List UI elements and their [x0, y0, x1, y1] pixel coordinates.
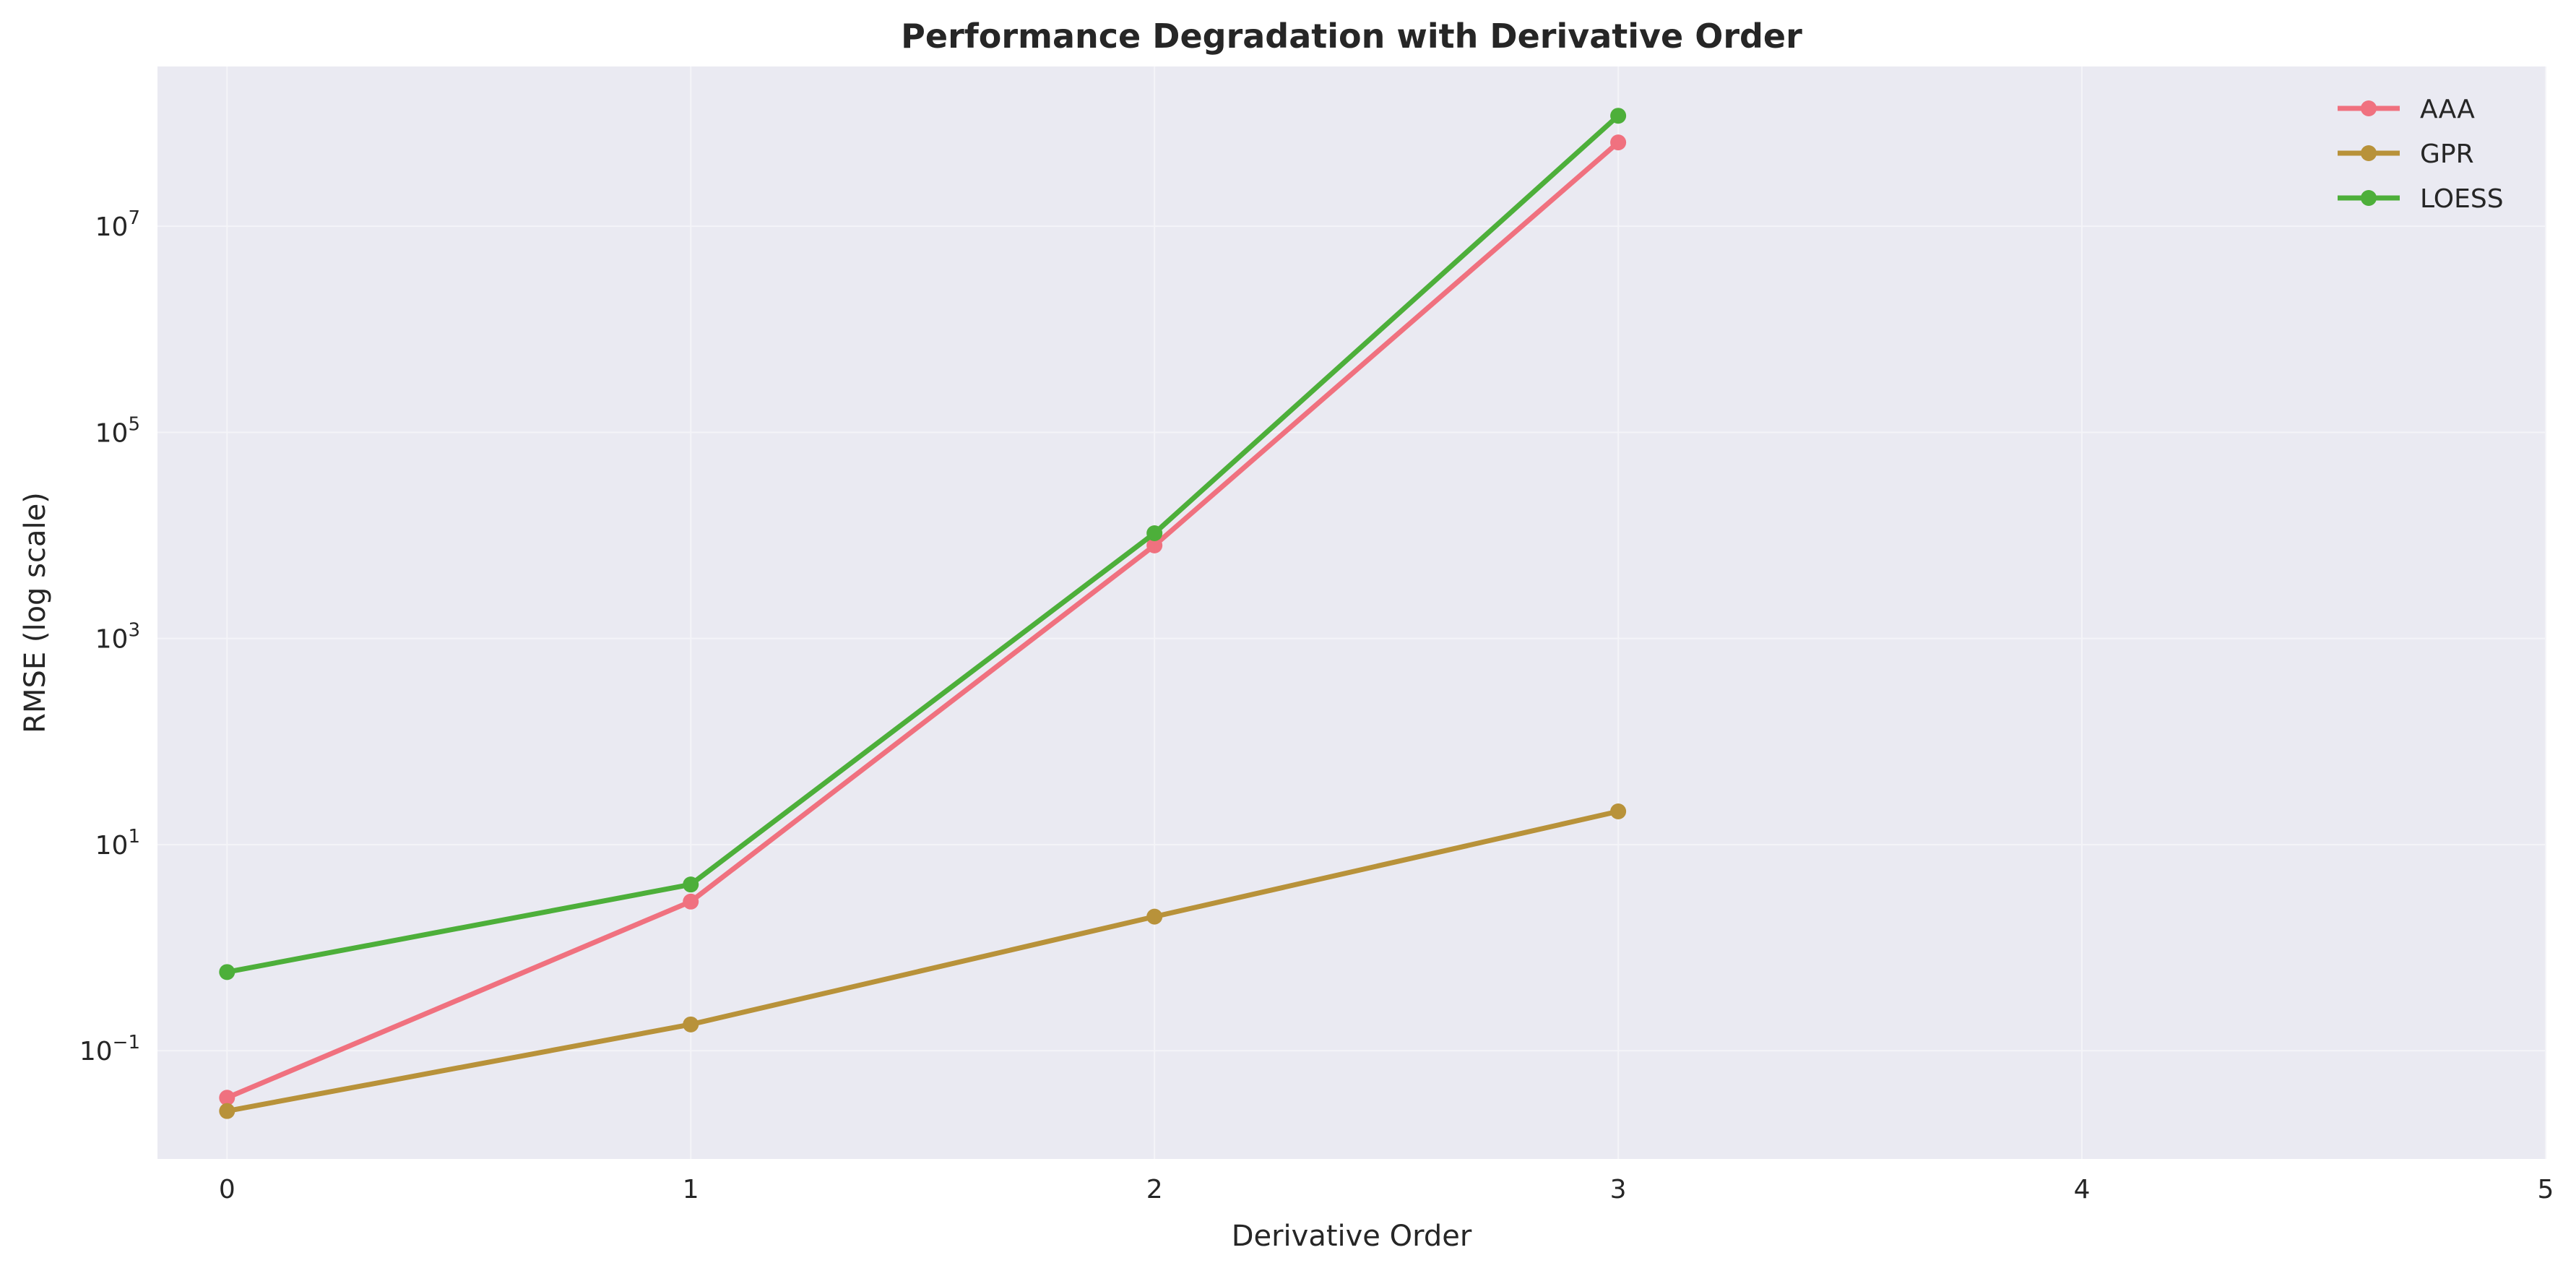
- legend-label: AAA: [2420, 95, 2475, 124]
- plot-background: [157, 66, 2546, 1159]
- y-axis-label: RMSE (log scale): [19, 492, 52, 733]
- data-point-aaa: [1610, 134, 1627, 151]
- legend-label: LOESS: [2420, 184, 2504, 214]
- y-tick-label: 103: [95, 620, 140, 655]
- y-tick-label: 107: [95, 207, 140, 242]
- data-point-gpr: [1146, 908, 1163, 925]
- series-line-loess: [224, 113, 1621, 975]
- data-point-aaa: [1146, 537, 1163, 553]
- legend-item-gpr: GPR: [2338, 139, 2474, 169]
- y-tick-label: 105: [95, 413, 140, 448]
- legend-marker: [2361, 145, 2377, 161]
- data-point-loess: [219, 964, 235, 980]
- x-tick-label: 5: [2538, 1175, 2554, 1204]
- legend-marker: [2361, 100, 2377, 116]
- x-tick-label: 1: [683, 1175, 699, 1204]
- data-point-aaa: [219, 1090, 235, 1106]
- x-tick-label: 4: [2074, 1175, 2091, 1204]
- x-axis-label: Derivative Order: [1232, 1220, 1472, 1253]
- data-point-loess: [683, 876, 699, 893]
- y-tick-label: 10−1: [79, 1032, 140, 1066]
- x-tick-label: 3: [1610, 1175, 1627, 1204]
- data-point-aaa: [683, 893, 699, 910]
- x-axis-ticks: 0 1 2 3 4 5: [219, 1175, 2554, 1204]
- data-point-gpr: [683, 1016, 699, 1033]
- chart-title: Performance Degradation with Derivative …: [901, 17, 1802, 56]
- data-point-gpr: [219, 1103, 235, 1119]
- data-point-gpr: [1610, 803, 1627, 819]
- data-point-loess: [1610, 108, 1627, 124]
- series-line-gpr: [224, 809, 1621, 1114]
- legend: AAA GPR LOESS: [2338, 95, 2504, 214]
- x-tick-label: 2: [1146, 1175, 1163, 1204]
- series-layer: [219, 108, 1627, 1119]
- legend-item-aaa: AAA: [2338, 95, 2475, 124]
- y-axis-ticks: 10−1 101 103 105 107: [79, 207, 140, 1066]
- legend-item-loess: LOESS: [2338, 184, 2504, 214]
- x-tick-label: 0: [219, 1175, 235, 1204]
- data-point-loess: [1146, 525, 1163, 541]
- legend-label: GPR: [2420, 139, 2474, 169]
- legend-marker: [2361, 190, 2377, 206]
- y-tick-label: 101: [95, 826, 140, 861]
- series-line-aaa: [224, 139, 1621, 1100]
